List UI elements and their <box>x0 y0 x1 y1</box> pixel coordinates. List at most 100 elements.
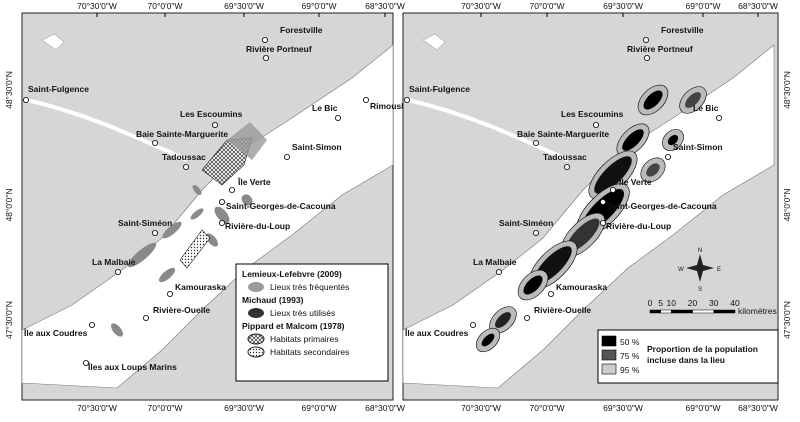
town-marker <box>547 290 554 297</box>
town-marker <box>83 359 90 366</box>
town-marker <box>151 139 158 146</box>
longitude-label: 69°0'0"W <box>302 1 337 11</box>
scale-segment <box>692 309 714 314</box>
legend-label: Lieux très utilisés <box>270 308 335 318</box>
legend: Lemieux-Lefebvre (2009) Lieux très fréque… <box>235 263 389 382</box>
town-marker <box>89 321 96 328</box>
longitude-label: 70°30'0"W <box>461 1 501 11</box>
place-name: Kamouraska <box>556 282 607 292</box>
place-name: Forestville <box>280 25 323 35</box>
density-core <box>481 333 495 347</box>
scale-unit: kilomètres <box>738 306 777 316</box>
town-marker <box>151 229 158 236</box>
scale-segment <box>671 309 693 314</box>
town-marker <box>524 314 531 321</box>
place-name: Rivière-du-Loup <box>225 221 290 231</box>
density-core <box>594 156 632 194</box>
habitat-patch <box>192 185 202 195</box>
density-core <box>667 134 679 146</box>
legend-label: 95 % <box>620 365 640 375</box>
town-marker <box>211 122 218 129</box>
scale-tick-label: 5 <box>658 298 663 308</box>
latitude-label: 47°30'0"N <box>4 301 14 339</box>
longitude-label: 68°30'0"W <box>365 1 405 11</box>
scale-segment <box>713 309 736 314</box>
town-marker <box>261 37 268 44</box>
compass-letter: W <box>678 267 684 273</box>
longitude-label: 69°30'0"W <box>224 403 264 413</box>
density-core <box>622 129 644 151</box>
place-name: Rivière Portneuf <box>246 44 312 54</box>
longitude-label: 70°0'0"W <box>148 1 183 11</box>
town-marker <box>563 163 570 170</box>
longitude-label: 68°30'0"W <box>365 403 405 413</box>
saguenay-fjord <box>26 98 188 162</box>
legend-box <box>597 329 779 384</box>
river <box>21 44 394 389</box>
latitude-label: 47°30'0"N <box>782 301 792 339</box>
lake <box>41 33 65 51</box>
longitude-label: 68°30'0"W <box>738 403 778 413</box>
longitude-label: 70°30'0"W <box>77 403 117 413</box>
latitude-label: 48°0'0"N <box>782 188 792 221</box>
town-marker <box>228 186 235 193</box>
longitude-label: 69°30'0"W <box>603 1 643 11</box>
legend-title: Pippard et Malcom (1978) <box>242 321 345 331</box>
habitat-patch <box>111 323 123 337</box>
legend-label: 50 % <box>620 337 640 347</box>
legend-label: Habitats primaires <box>270 334 339 344</box>
longitude-label: 69°0'0"W <box>686 1 721 11</box>
longitude-label: 70°30'0"W <box>77 1 117 11</box>
legend: 50 % 75 % 95 % Proportion de la populationi… <box>597 329 779 384</box>
scale-tick-label: 20 <box>688 298 698 308</box>
town-marker <box>404 97 410 104</box>
town-marker <box>218 219 225 226</box>
legend-label: Habitats secondaires <box>270 347 349 357</box>
place-name: Île Verte <box>237 176 271 187</box>
scale-segment <box>649 309 661 314</box>
legend-symbol <box>247 333 265 345</box>
longitude-label: 70°0'0"W <box>530 1 565 11</box>
town-marker <box>283 153 290 160</box>
place-name: Rivière Portneuf <box>627 44 693 54</box>
town-marker <box>532 229 539 236</box>
longitude-label: 69°0'0"W <box>686 403 721 413</box>
legend-swatch <box>601 349 617 361</box>
habitat-patch <box>162 221 182 239</box>
legend-swatch <box>601 335 617 347</box>
place-name: Rivière-Ouelle <box>153 305 210 315</box>
place-name: Saint-Georges-de-Cacouna <box>607 201 717 211</box>
place-name: Saint-Simon <box>292 142 342 152</box>
place-name: Saint-Siméon <box>499 218 553 228</box>
legend-swatch <box>601 363 617 375</box>
town-marker <box>715 115 722 122</box>
place-name: Îles aux Loups Marins <box>87 361 177 372</box>
legend-symbol <box>248 308 264 318</box>
place-name: Rimouski <box>370 101 408 111</box>
town-marker <box>115 268 122 275</box>
saguenay-fjord <box>407 98 569 162</box>
town-marker <box>23 97 29 104</box>
longitude-label: 69°0'0"W <box>302 403 337 413</box>
place-name: Île aux Coudres <box>23 327 88 338</box>
place-name: Baie Sainte-Marguerite <box>136 129 228 139</box>
place-name: Saint-Fulgence <box>409 84 470 94</box>
town-marker <box>262 55 269 62</box>
compass-letter: N <box>698 248 702 254</box>
longitude-label: 69°30'0"W <box>224 1 264 11</box>
place-name: Rivière-Ouelle <box>534 305 591 315</box>
town-marker <box>496 268 503 275</box>
compass-letter: E <box>717 267 721 273</box>
density-core <box>495 312 511 328</box>
longitude-label: 70°0'0"W <box>148 403 183 413</box>
scale-segment <box>660 309 672 314</box>
town-marker <box>599 219 606 226</box>
place-name: Île Verte <box>618 176 652 187</box>
scale-tick-label: 0 <box>648 298 653 308</box>
place-name: Les Escoumins <box>561 109 624 119</box>
town-marker <box>362 97 369 104</box>
place-name: Tadoussac <box>162 152 206 162</box>
place-name: Rivière-du-Loup <box>606 221 671 231</box>
town-marker <box>643 55 650 62</box>
place-name: Île aux Coudres <box>404 327 469 338</box>
